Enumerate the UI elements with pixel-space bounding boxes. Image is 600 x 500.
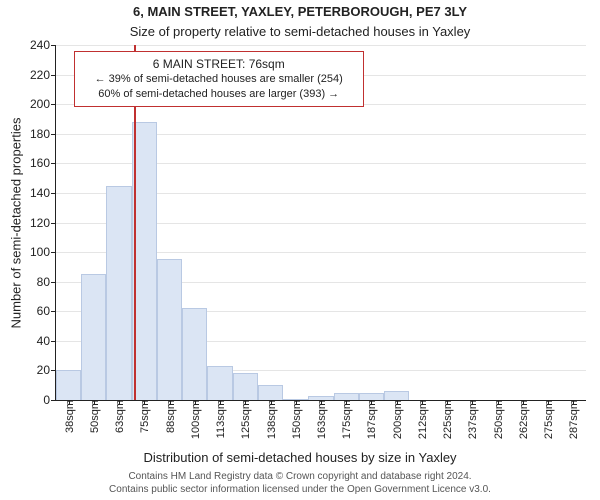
histogram-bar — [106, 186, 131, 400]
ytick-label: 0 — [43, 393, 56, 407]
ytick-label: 240 — [30, 38, 56, 52]
ytick-label: 20 — [37, 363, 56, 377]
annotation-line: 60% of semi-detached houses are larger (… — [81, 87, 357, 102]
chart-title: 6, MAIN STREET, YAXLEY, PETERBOROUGH, PE… — [0, 4, 600, 19]
xtick-label: 100sqm — [188, 400, 202, 439]
xtick-label: 75sqm — [137, 400, 151, 433]
property-size-histogram: 6, MAIN STREET, YAXLEY, PETERBOROUGH, PE… — [0, 0, 600, 500]
xtick-label: 262sqm — [516, 400, 530, 439]
xtick-label: 88sqm — [163, 400, 177, 433]
histogram-bar — [233, 373, 258, 400]
xtick-label: 50sqm — [87, 400, 101, 433]
xtick-label: 163sqm — [314, 400, 328, 439]
ytick-label: 60 — [37, 304, 56, 318]
histogram-bar — [182, 308, 207, 400]
xtick-label: 175sqm — [339, 400, 353, 439]
histogram-bar — [384, 391, 409, 400]
ytick-label: 220 — [30, 68, 56, 82]
ytick-label: 200 — [30, 97, 56, 111]
xtick-label: 237sqm — [465, 400, 479, 439]
xtick-label: 38sqm — [62, 400, 76, 433]
xtick-label: 275sqm — [541, 400, 555, 439]
histogram-bar — [258, 385, 283, 400]
xtick-label: 250sqm — [491, 400, 505, 439]
attribution-line-1: Contains HM Land Registry data © Crown c… — [0, 470, 600, 483]
xtick-label: 150sqm — [289, 400, 303, 439]
xtick-label: 287sqm — [566, 400, 580, 439]
attribution: Contains HM Land Registry data © Crown c… — [0, 470, 600, 496]
histogram-bar — [157, 259, 182, 400]
xtick-label: 200sqm — [390, 400, 404, 439]
histogram-bar — [81, 274, 106, 400]
xtick-label: 225sqm — [440, 400, 454, 439]
ytick-label: 100 — [30, 245, 56, 259]
xtick-label: 63sqm — [112, 400, 126, 433]
histogram-bar — [359, 393, 384, 400]
attribution-line-2: Contains public sector information licen… — [0, 483, 600, 496]
annotation-line: 6 MAIN STREET: 76sqm — [81, 56, 357, 72]
x-axis-label: Distribution of semi-detached houses by … — [0, 450, 600, 465]
y-axis-label: Number of semi-detached properties — [9, 117, 24, 328]
ytick-label: 80 — [37, 275, 56, 289]
xtick-label: 138sqm — [264, 400, 278, 439]
ytick-label: 160 — [30, 156, 56, 170]
annotation-line: ← 39% of semi-detached houses are smalle… — [81, 72, 357, 87]
ytick-label: 140 — [30, 186, 56, 200]
histogram-bar — [334, 393, 359, 400]
chart-subtitle: Size of property relative to semi-detach… — [0, 24, 600, 39]
histogram-bar — [56, 370, 81, 400]
histogram-bar — [207, 366, 232, 400]
xtick-label: 125sqm — [238, 400, 252, 439]
ytick-label: 180 — [30, 127, 56, 141]
ytick-label: 120 — [30, 216, 56, 230]
xtick-label: 212sqm — [415, 400, 429, 439]
ytick-label: 40 — [37, 334, 56, 348]
plot-area: 02040608010012014016018020022024038sqm50… — [55, 45, 586, 401]
annotation-box: 6 MAIN STREET: 76sqm← 39% of semi-detach… — [74, 51, 364, 107]
xtick-label: 113sqm — [213, 400, 227, 438]
xtick-label: 187sqm — [364, 400, 378, 439]
